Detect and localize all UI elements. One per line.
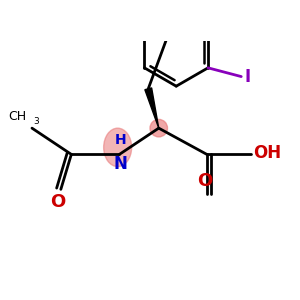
Text: OH: OH [253, 145, 281, 163]
Text: 3: 3 [33, 117, 39, 126]
Ellipse shape [104, 128, 132, 166]
Polygon shape [145, 88, 159, 128]
Text: CH: CH [9, 110, 27, 123]
Text: H: H [115, 133, 126, 146]
Text: O: O [51, 193, 66, 211]
Circle shape [150, 119, 167, 137]
Text: N: N [113, 155, 127, 173]
Text: O: O [197, 172, 213, 190]
Text: I: I [245, 68, 251, 85]
